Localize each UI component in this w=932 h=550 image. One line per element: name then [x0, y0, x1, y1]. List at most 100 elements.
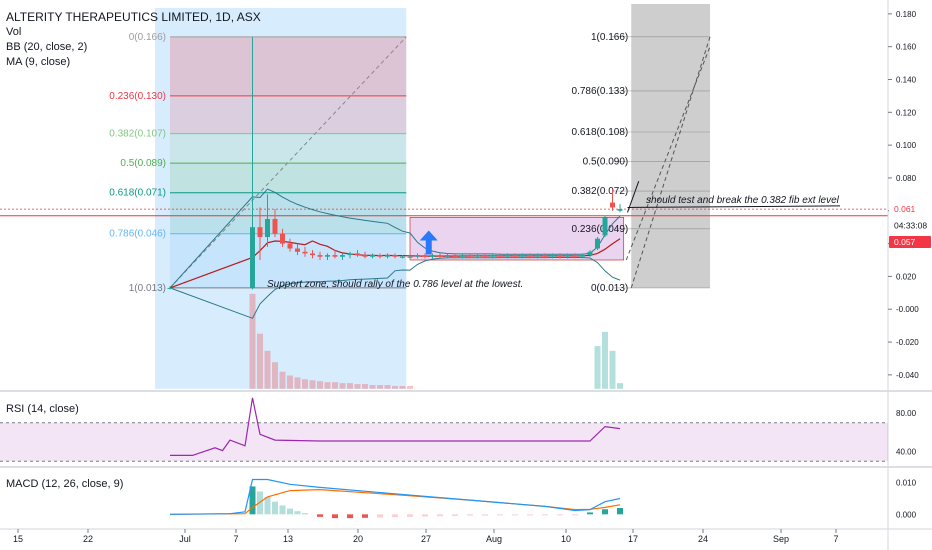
fib-zone: [170, 95, 407, 134]
rsi-line: [170, 397, 621, 456]
candle-body: [520, 255, 525, 257]
volume-bar: [317, 381, 323, 389]
volume-bar: [347, 383, 353, 389]
volume-bar: [407, 385, 413, 389]
candle-body: [377, 255, 383, 257]
fib-level-label: 0.236(0.130): [109, 91, 166, 102]
candle-body: [355, 253, 360, 256]
macd-histogram-bar: [527, 514, 533, 516]
macd-histogram-bar: [302, 513, 308, 515]
candle-body: [497, 255, 503, 257]
macd-histogram-bar: [512, 514, 518, 516]
price-tick-label: 0.140: [896, 75, 917, 84]
candle-body: [272, 218, 278, 234]
time-tick-label: 24: [698, 534, 708, 544]
candle-body: [452, 255, 458, 257]
candle-body: [572, 255, 578, 257]
candle-body: [490, 255, 495, 257]
time-tick-label: 13: [283, 534, 293, 544]
fib-ext-trend-1: [630, 36, 711, 289]
time-tick-label: 17: [628, 534, 638, 544]
bb-lower-line: [169, 257, 621, 319]
last-price-badge-bg: [889, 203, 931, 216]
candle-body: [557, 255, 563, 257]
fib-zone: [170, 133, 407, 164]
volume-bar: [332, 382, 338, 389]
price-tick-label: 0.020: [896, 272, 917, 281]
volume-bar: [602, 331, 608, 389]
indicator-macd[interactable]: MACD (12, 26, close, 9): [6, 478, 124, 490]
price-tick-label: -0.040: [896, 371, 919, 380]
volume-bar: [339, 383, 346, 389]
volume-bar: [279, 371, 286, 389]
candle-body: [347, 253, 353, 256]
candle-body: [565, 255, 570, 257]
volume-bar: [272, 362, 278, 389]
price-tick-label: 0.160: [896, 43, 917, 52]
candle-body: [610, 202, 615, 208]
candle-body: [602, 217, 608, 236]
candle-body: [422, 255, 428, 257]
fib-ext-label: 0.618(0.108): [572, 127, 629, 138]
fib-level-label: 1(0.013): [129, 283, 166, 294]
candle-body: [407, 256, 413, 258]
indicator-ma[interactable]: MA (9, close): [6, 56, 71, 68]
indicator-rsi[interactable]: RSI (14, close): [6, 403, 79, 415]
macd-histogram-bar: [264, 496, 271, 515]
candle-body: [310, 253, 315, 256]
candle-body: [280, 233, 285, 244]
macd-histogram-bar: [542, 514, 548, 516]
annotation-target: should test and break the 0.382 fib ext …: [646, 195, 840, 206]
candle-body: [445, 255, 450, 257]
candle-body: [512, 255, 518, 257]
macd-histogram-bar: [377, 514, 383, 518]
volume-bar: [609, 350, 616, 389]
macd-histogram-bar: [347, 514, 353, 519]
macd-histogram-bar: [392, 514, 398, 518]
price-tick-label: -0.000: [896, 305, 919, 314]
candle-body: [265, 218, 270, 238]
fib-ext-label: 0.786(0.133): [572, 86, 629, 97]
candle-body: [332, 255, 338, 257]
macd-histogram-bar: [407, 514, 413, 517]
candle-body: [287, 243, 293, 249]
macd-histogram-bar: [482, 514, 488, 516]
fib-level-label: 0.382(0.107): [109, 129, 166, 140]
macd-histogram-bar: [617, 508, 623, 515]
volume-bar: [369, 385, 376, 389]
macd-tick-label: 0.000: [896, 510, 917, 519]
fib-level-label: 0.5(0.089): [120, 158, 166, 169]
time-tick-label: 22: [83, 534, 93, 544]
candle-body: [460, 255, 465, 257]
candle-body: [400, 256, 405, 258]
candle-body: [527, 255, 533, 257]
macd-histogram-bar: [452, 514, 458, 516]
indicator-vol[interactable]: Vol: [6, 26, 22, 38]
candle-body: [250, 227, 255, 288]
candle-body: [167, 287, 173, 289]
macd-histogram-bar: [362, 514, 368, 518]
candle-body: [595, 238, 600, 249]
volume-bar: [594, 346, 601, 389]
time-tick-label: 10: [561, 534, 571, 544]
volume-bar: [302, 379, 308, 389]
annotation-support: Support zone, should rally of the 0.786 …: [267, 279, 523, 290]
price-tick-label: 0.120: [896, 108, 917, 117]
indicator-bb[interactable]: BB (20, close, 2): [6, 41, 88, 53]
countdown-badge-bg: [889, 219, 931, 232]
fib-ext-trend-2: [625, 46, 711, 261]
countdown-badge: 04:33:08: [894, 221, 927, 231]
macd-histogram-bar: [317, 514, 323, 517]
fib-ext-label: 1(0.166): [591, 32, 628, 43]
macd-histogram-bar: [437, 514, 443, 517]
fib-level-label: 0.786(0.046): [109, 229, 166, 240]
macd-histogram-bar: [279, 505, 286, 515]
bb-upper-line: [169, 188, 621, 289]
candle-body: [302, 251, 308, 254]
fib-ext-label: 0.382(0.072): [572, 186, 629, 197]
fib-ext-label: 0.5(0.090): [583, 157, 629, 168]
candle-body: [370, 255, 375, 257]
time-tick-label: 7: [833, 534, 838, 544]
candle-body: [505, 255, 510, 257]
